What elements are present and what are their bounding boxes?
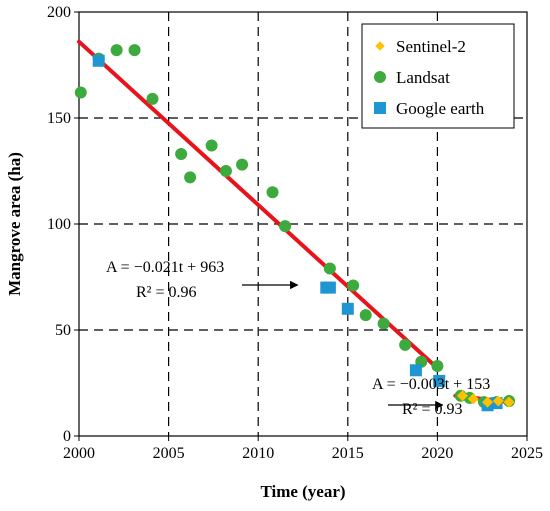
square-point-3-1 xyxy=(92,54,105,67)
diamond-point-1-5 xyxy=(503,396,515,408)
circle-point-2-17 xyxy=(399,338,412,351)
circle-point-2-6 xyxy=(175,148,188,161)
circle-point-2-13 xyxy=(323,262,336,275)
legend-marker-square xyxy=(374,102,386,114)
legend-box xyxy=(361,23,515,129)
circle-point-2-19 xyxy=(431,360,444,373)
x-axis-title: Time (year) xyxy=(260,482,345,501)
circle-point-2-10 xyxy=(236,158,249,171)
x-tick-label-2005: 2005 xyxy=(153,445,185,462)
circle-point-2-9 xyxy=(219,165,232,177)
y-tick-label-100: 100 xyxy=(47,216,71,233)
annotation-r2-1: R² = 0.96 xyxy=(136,284,197,301)
square-point-3-6 xyxy=(433,374,446,387)
x-tick-label-2025: 2025 xyxy=(511,445,543,462)
circle-point-2-15 xyxy=(359,309,372,322)
legend-label-1: Sentinel-2 xyxy=(396,37,466,56)
circle-point-2-8 xyxy=(205,139,218,152)
circle-point-2-14 xyxy=(347,279,360,292)
legend-marker-circle xyxy=(374,71,386,83)
annotation-equation-2: A = −0.003t + 153 xyxy=(372,376,490,393)
square-point-3-4 xyxy=(341,302,354,315)
square-point-3-3 xyxy=(323,281,336,294)
diamond-point-1-3 xyxy=(482,396,494,408)
y-tick-label-50: 50 xyxy=(55,322,71,339)
y-tick-label-150: 150 xyxy=(47,110,71,127)
tick-labels: 2000 2005 2010 2015 2020 2025 0 50 100 150 200 xyxy=(47,4,543,462)
fit-line-1 xyxy=(77,39,440,371)
diamond-point-1-1 xyxy=(456,390,468,402)
diamond-point-1-2 xyxy=(467,393,479,405)
data-points xyxy=(74,44,516,412)
annotation-r2-2: R² = 0.93 xyxy=(402,401,463,418)
diamond-point-1-4 xyxy=(492,395,504,407)
y-tick-label-200: 200 xyxy=(47,4,71,21)
legend-marker-diamond xyxy=(375,41,385,51)
y-axis-title: Mangrove area (ha) xyxy=(5,152,24,296)
circle-point-2-4 xyxy=(128,44,141,57)
legend-label-3: Google earth xyxy=(396,99,485,118)
square-point-3-5 xyxy=(409,364,422,377)
circle-point-2-5 xyxy=(146,92,159,105)
x-tick-label-2000: 2000 xyxy=(63,445,95,462)
x-tick-label-2020: 2020 xyxy=(421,445,453,462)
circle-point-2-11 xyxy=(266,186,279,199)
x-tick-label-2010: 2010 xyxy=(242,445,274,462)
circle-point-2-12 xyxy=(279,220,292,233)
circle-point-2-1 xyxy=(74,86,87,99)
legend-label-2: Landsat xyxy=(396,68,450,87)
annotation-equation-1: A = −0.021t + 963 xyxy=(106,259,224,276)
circle-point-2-3 xyxy=(110,44,123,57)
circle-point-2-7 xyxy=(184,171,197,184)
y-tick-label-0: 0 xyxy=(63,428,71,445)
legend: Sentinel-2 Landsat Google earth xyxy=(361,23,515,129)
circle-point-2-16 xyxy=(377,317,390,330)
regression-annotations: A = −0.021t + 963 R² = 0.96 A = −0.003t + … xyxy=(106,259,490,418)
x-tick-label-2015: 2015 xyxy=(332,445,364,462)
